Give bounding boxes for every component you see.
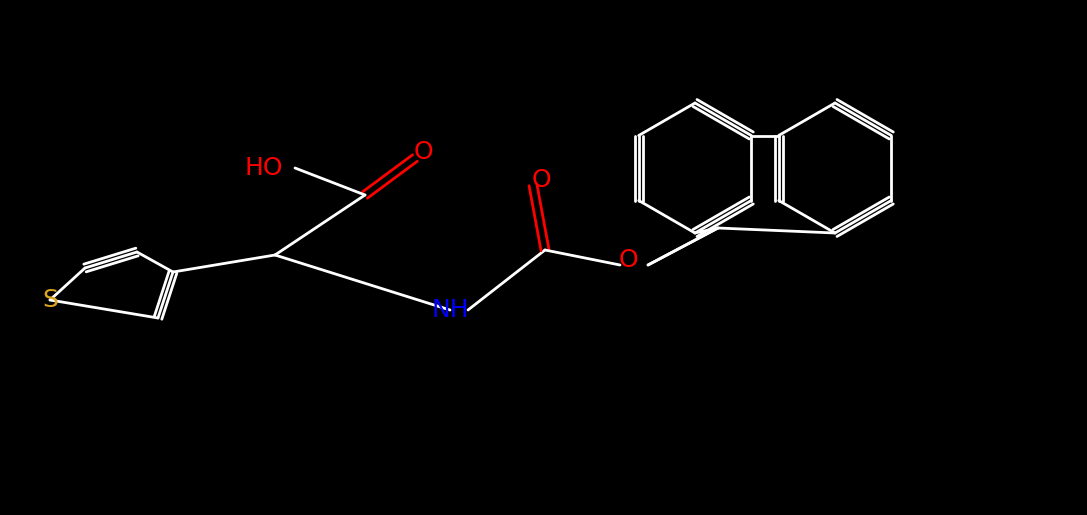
Text: O: O <box>413 140 433 164</box>
Text: O: O <box>532 168 551 192</box>
Text: HO: HO <box>245 156 283 180</box>
Text: NH: NH <box>432 298 468 322</box>
Text: O: O <box>619 248 638 272</box>
Text: S: S <box>42 288 58 312</box>
